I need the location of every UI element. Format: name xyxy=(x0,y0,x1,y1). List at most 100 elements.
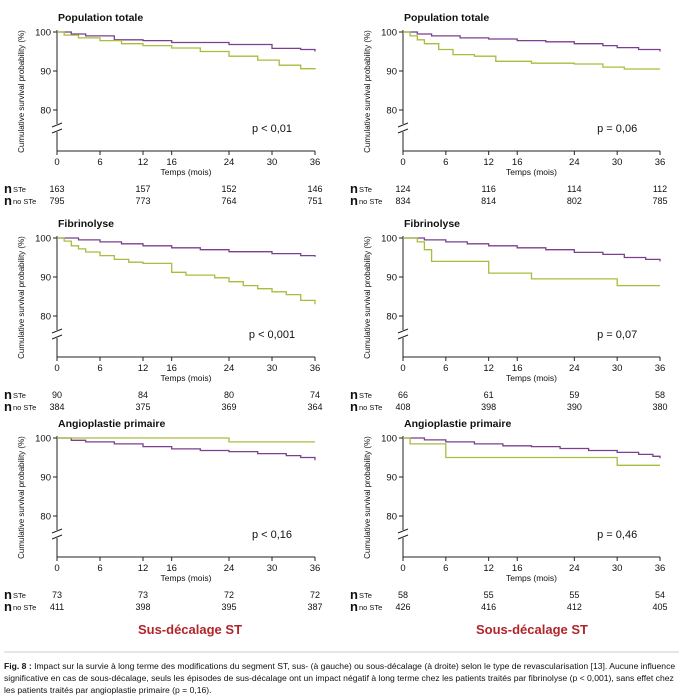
risk-count-no-ste: 408 xyxy=(395,402,410,412)
survival-curve-ste xyxy=(57,437,316,461)
y-tick-label: 100 xyxy=(35,28,51,39)
risk-count-ste: 146 xyxy=(307,184,322,194)
risk-count-no-ste: 384 xyxy=(49,402,64,412)
y-tick-label: 90 xyxy=(40,67,51,78)
x-axis-label: Temps (mois) xyxy=(160,167,211,177)
risk-count-no-ste: 398 xyxy=(481,402,496,412)
x-axis-label: Temps (mois) xyxy=(506,573,557,583)
p-value: p < 0,001 xyxy=(249,329,295,341)
risk-label-no-ste: no STe xyxy=(13,403,36,412)
risk-count-ste: 90 xyxy=(52,390,62,400)
y-axis-break-mark xyxy=(51,334,63,340)
y-axis-break-mark xyxy=(51,328,63,334)
risk-count-no-ste: 364 xyxy=(307,402,322,412)
column-title-sus: Sus-décalage ST xyxy=(138,622,242,637)
y-tick-label: 80 xyxy=(40,312,51,323)
risk-count-no-ste: 834 xyxy=(395,196,410,206)
survival-curve-no-ste xyxy=(403,237,660,287)
risk-count-ste: 114 xyxy=(567,184,581,194)
y-tick-label: 90 xyxy=(40,273,51,284)
x-tick-label: 0 xyxy=(400,563,405,574)
risk-count-ste: 55 xyxy=(569,590,579,600)
x-tick-label: 12 xyxy=(483,363,494,374)
x-tick-label: 16 xyxy=(166,563,177,574)
risk-label-no-ste: no STe xyxy=(359,603,382,612)
x-tick-label: 24 xyxy=(224,157,235,168)
risk-count-ste: 54 xyxy=(655,590,665,600)
y-axis-label: Cumulative survival probability (%) xyxy=(363,236,372,359)
x-axis-label: Temps (mois) xyxy=(506,373,557,383)
panel-title: Fibrinolyse xyxy=(404,218,460,230)
y-axis-break-mark xyxy=(397,128,409,134)
survival-curve-no-ste xyxy=(57,237,316,305)
y-axis-label: Cumulative survival probability (%) xyxy=(363,30,372,153)
x-tick-label: 6 xyxy=(443,157,448,168)
x-axis-label: Temps (mois) xyxy=(160,573,211,583)
risk-n-symbol: n xyxy=(4,181,12,196)
y-tick-label: 80 xyxy=(386,312,397,323)
risk-count-no-ste: 773 xyxy=(135,196,150,206)
x-tick-label: 24 xyxy=(569,363,580,374)
y-tick-label: 100 xyxy=(35,234,51,245)
risk-n-symbol: n xyxy=(4,399,12,414)
y-tick-label: 90 xyxy=(40,473,51,484)
survival-curve-no-ste xyxy=(57,437,315,443)
x-tick-label: 24 xyxy=(569,157,580,168)
x-tick-label: 16 xyxy=(166,157,177,168)
y-axis-label: Cumulative survival probability (%) xyxy=(17,236,26,359)
x-axis-label: Temps (mois) xyxy=(506,167,557,177)
x-tick-label: 36 xyxy=(310,363,321,374)
survival-curve-no-ste xyxy=(403,437,660,466)
x-tick-label: 0 xyxy=(400,157,405,168)
survival-curve-ste xyxy=(57,237,316,257)
risk-n-symbol: n xyxy=(4,193,12,208)
risk-n-symbol: n xyxy=(350,193,358,208)
risk-count-ste: 84 xyxy=(138,390,148,400)
y-axis-label: Cumulative survival probability (%) xyxy=(17,30,26,153)
p-value: p = 0,07 xyxy=(597,329,637,341)
y-tick-label: 100 xyxy=(35,434,51,445)
survival-curve-ste xyxy=(403,437,661,459)
x-tick-label: 16 xyxy=(166,363,177,374)
y-axis-break-mark xyxy=(397,534,409,540)
x-tick-label: 30 xyxy=(612,563,623,574)
risk-count-ste: 112 xyxy=(653,184,667,194)
risk-count-ste: 55 xyxy=(484,590,494,600)
risk-label-ste: STe xyxy=(13,391,26,400)
x-tick-label: 6 xyxy=(97,563,102,574)
risk-count-ste: 58 xyxy=(655,390,665,400)
risk-count-no-ste: 395 xyxy=(221,602,236,612)
survival-curve-ste xyxy=(403,31,661,52)
p-value: p < 0,01 xyxy=(252,123,292,135)
y-axis-break-mark xyxy=(397,328,409,334)
risk-count-no-ste: 785 xyxy=(652,196,667,206)
p-value: p = 0,46 xyxy=(597,529,637,541)
x-tick-label: 30 xyxy=(267,157,278,168)
x-tick-label: 12 xyxy=(138,363,149,374)
x-tick-label: 6 xyxy=(443,563,448,574)
x-tick-label: 36 xyxy=(310,157,321,168)
x-tick-label: 0 xyxy=(54,363,59,374)
risk-count-ste: 80 xyxy=(224,390,234,400)
risk-count-no-ste: 390 xyxy=(567,402,582,412)
x-tick-label: 30 xyxy=(267,363,278,374)
y-tick-label: 90 xyxy=(386,473,397,484)
risk-n-symbol: n xyxy=(350,399,358,414)
risk-count-ste: 157 xyxy=(135,184,150,194)
x-tick-label: 16 xyxy=(512,363,523,374)
risk-label-ste: STe xyxy=(359,185,372,194)
y-axis-break-mark xyxy=(397,528,409,534)
risk-label-no-ste: no STe xyxy=(359,197,382,206)
x-tick-label: 30 xyxy=(612,157,623,168)
risk-count-ste: 116 xyxy=(481,184,495,194)
risk-count-no-ste: 380 xyxy=(652,402,667,412)
risk-count-ste: 72 xyxy=(224,590,234,600)
x-tick-label: 0 xyxy=(400,363,405,374)
risk-count-ste: 73 xyxy=(52,590,62,600)
x-tick-label: 16 xyxy=(512,157,523,168)
risk-count-no-ste: 764 xyxy=(221,196,236,206)
x-tick-label: 30 xyxy=(267,563,278,574)
x-tick-label: 24 xyxy=(224,363,235,374)
survival-curve-no-ste xyxy=(403,31,660,70)
caption-text: Impact sur la survie à long terme des mo… xyxy=(4,661,676,695)
